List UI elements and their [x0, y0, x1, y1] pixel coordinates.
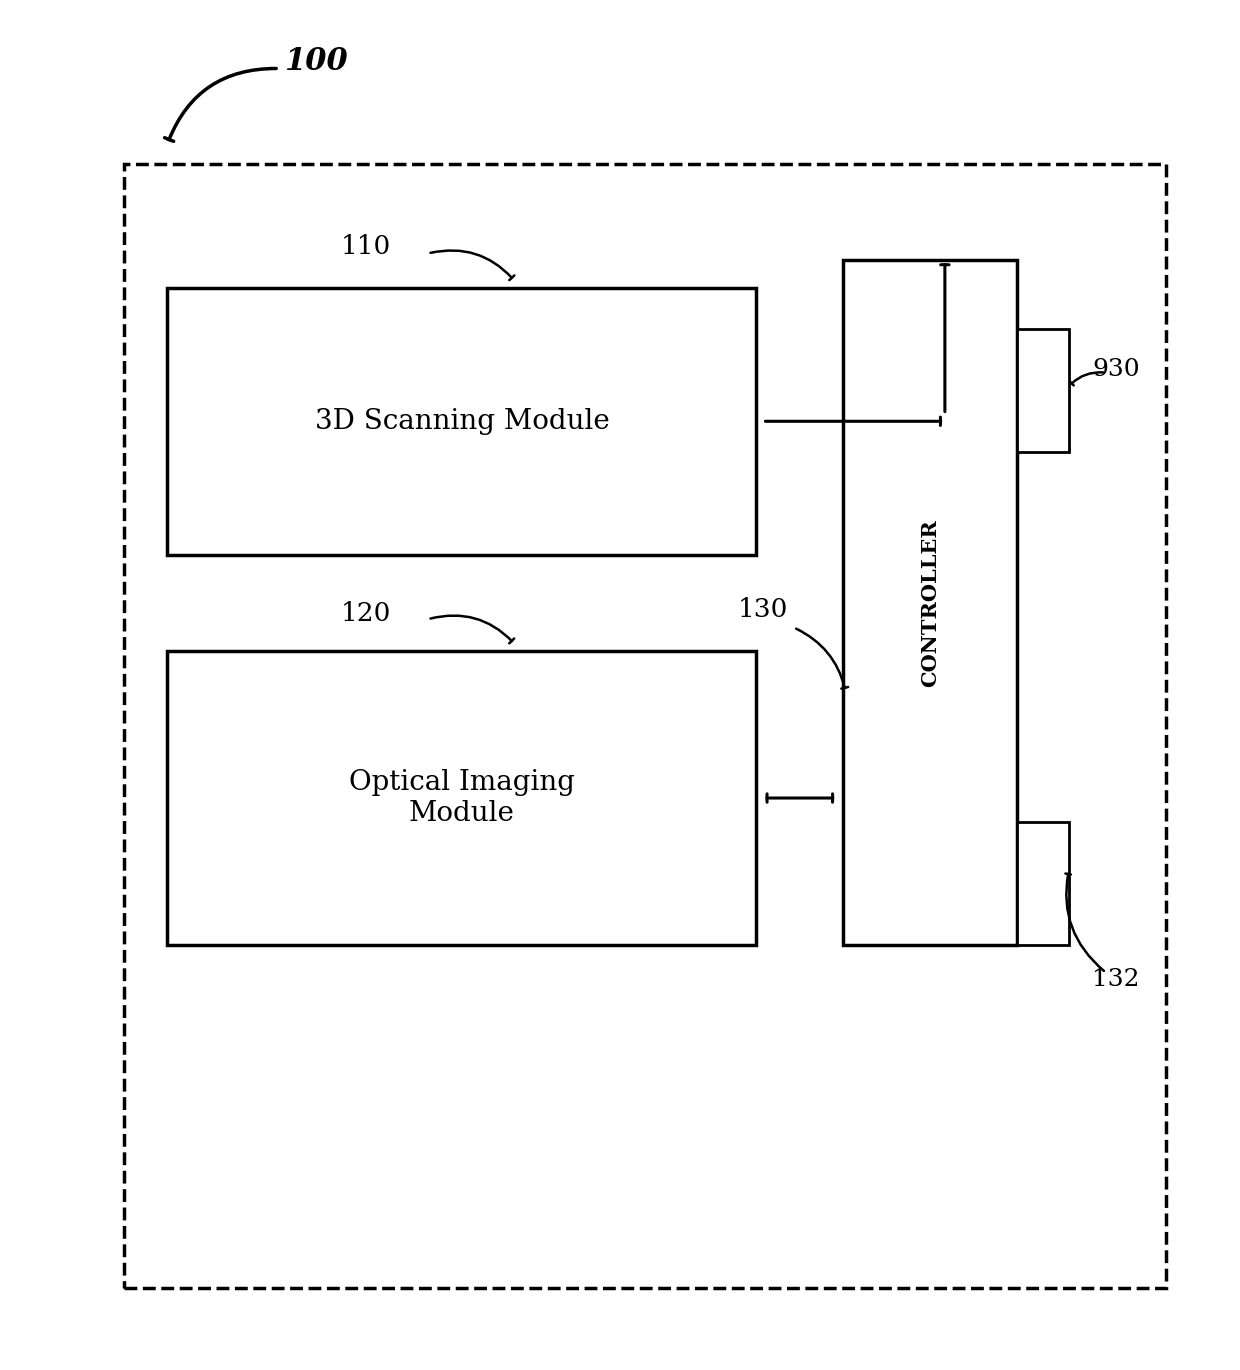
Bar: [124, 164, 1166, 1288]
Bar: [1017, 822, 1069, 945]
Text: 3D Scanning Module: 3D Scanning Module: [315, 408, 609, 434]
Bar: [167, 288, 756, 555]
Bar: [843, 260, 1017, 945]
Text: CONTROLLER: CONTROLLER: [920, 519, 940, 686]
Text: 132: 132: [1092, 969, 1140, 991]
Text: Optical Imaging
Module: Optical Imaging Module: [348, 769, 575, 827]
Text: 100: 100: [284, 47, 348, 77]
Text: 130: 130: [738, 597, 787, 622]
Text: 110: 110: [341, 234, 391, 259]
Bar: [167, 651, 756, 945]
Bar: [1017, 329, 1069, 452]
Text: 930: 930: [1092, 359, 1140, 381]
Text: 120: 120: [341, 601, 391, 626]
